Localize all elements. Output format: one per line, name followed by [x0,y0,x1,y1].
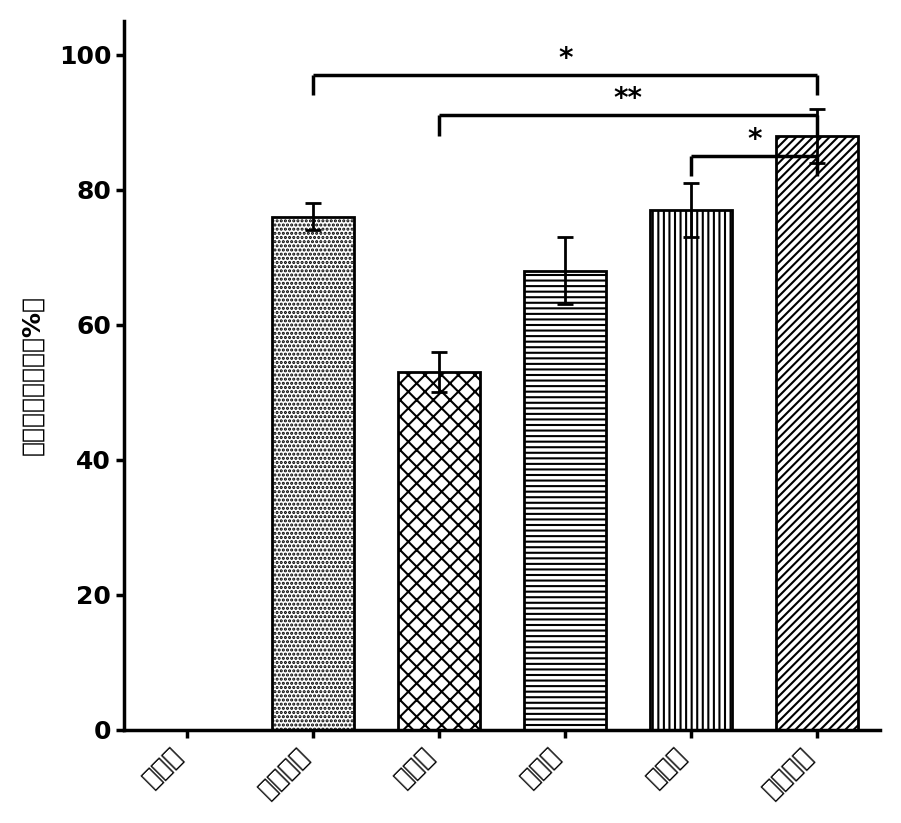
Bar [524,271,606,729]
Text: *: * [558,44,572,72]
Bar [398,372,480,729]
Bar [777,136,858,729]
Text: *: * [747,126,761,154]
Bar [651,210,733,729]
Y-axis label: 细胞增殖抑制率（%）: 细胞增殖抑制率（%） [21,295,45,455]
Bar [272,216,354,729]
Text: **: ** [614,86,642,114]
